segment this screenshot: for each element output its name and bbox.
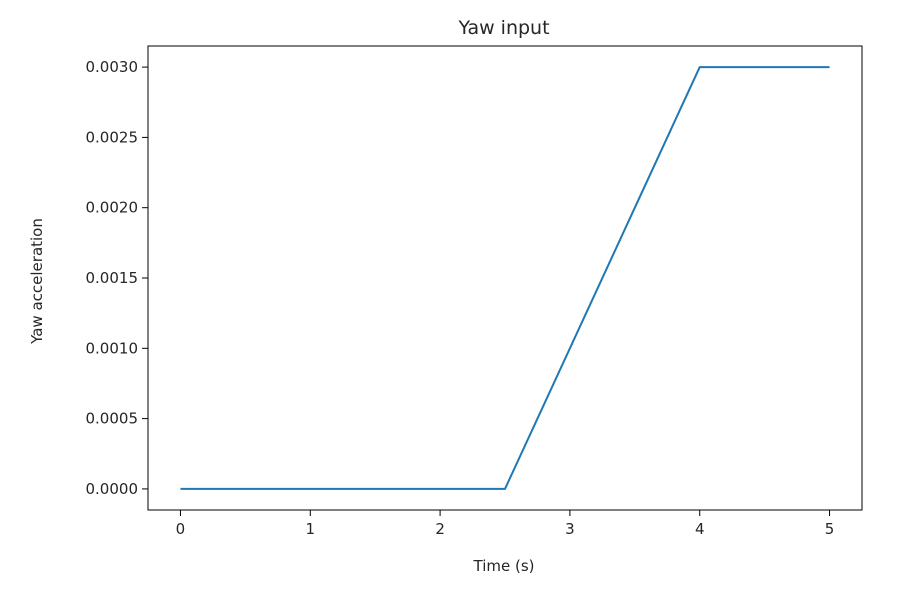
- plot-area: [147, 45, 863, 511]
- x-axis-label: Time (s): [473, 557, 535, 575]
- x-tick-label: 2: [435, 520, 445, 538]
- y-tick-label: 0.0000: [86, 480, 139, 498]
- series-layer: [180, 66, 830, 490]
- x-axis: 0 1 2 3 4 5: [176, 510, 835, 538]
- chart-title: Yaw input: [457, 17, 549, 39]
- x-tick-label: 5: [825, 520, 835, 538]
- x-tick-label: 1: [305, 520, 315, 538]
- series-line: [180, 66, 830, 490]
- x-tick-label: 4: [695, 520, 705, 538]
- y-tick-label: 0.0015: [86, 269, 139, 287]
- y-axis-label: Yaw acceleration: [28, 218, 46, 345]
- plot-frame: [147, 45, 863, 511]
- y-tick-label: 0.0030: [86, 58, 139, 76]
- y-axis: 0.0000 0.0005 0.0010 0.0015 0.0020 0.0025 0.00…: [86, 58, 148, 498]
- y-tick-label: 0.0025: [86, 128, 139, 146]
- y-tick-label: 0.0005: [86, 410, 139, 428]
- x-tick-label: 3: [565, 520, 575, 538]
- x-tick-label: 0: [176, 520, 186, 538]
- y-tick-label: 0.0010: [86, 339, 139, 357]
- y-tick-label: 0.0020: [86, 199, 139, 217]
